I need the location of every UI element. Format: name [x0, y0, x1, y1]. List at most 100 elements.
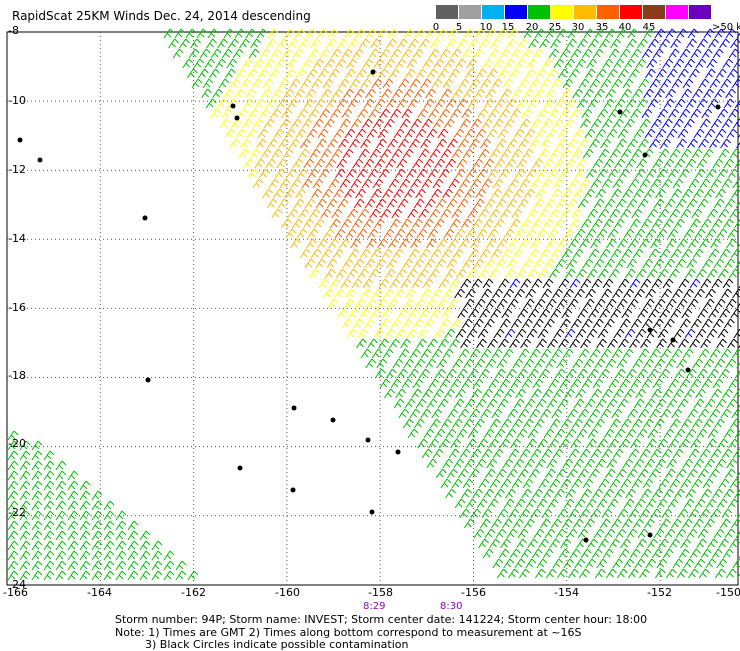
wind-barb — [44, 471, 54, 480]
wind-barb — [425, 199, 435, 208]
wind-barb — [491, 249, 501, 258]
wind-barb — [56, 461, 66, 470]
wind-barb — [537, 339, 547, 348]
wind-barb — [561, 419, 571, 428]
wind-barb — [318, 69, 328, 78]
wind-barb — [640, 119, 650, 128]
wind-barb — [601, 349, 611, 358]
wind-barb — [620, 49, 630, 58]
wind-barb — [633, 249, 643, 258]
wind-barb — [694, 189, 704, 198]
wind-barb — [684, 559, 694, 568]
wind-barb — [506, 99, 516, 108]
wind-barb — [599, 369, 609, 378]
wind-barb — [431, 39, 441, 48]
wind-barb — [377, 29, 387, 38]
wind-barb — [693, 519, 703, 528]
wind-barb — [491, 39, 501, 48]
wind-barb — [327, 39, 337, 48]
wind-barb — [722, 289, 732, 298]
wind-barb — [658, 439, 668, 448]
wind-barb — [587, 59, 597, 68]
wind-barb — [224, 89, 234, 98]
wind-barb — [580, 239, 590, 248]
wind-barb — [440, 379, 450, 388]
wind-barb — [557, 29, 567, 38]
wind-barb — [485, 199, 495, 208]
wind-barb — [544, 319, 554, 328]
wind-barb — [433, 179, 443, 188]
wind-barb — [629, 179, 639, 188]
wind-barb — [543, 59, 553, 68]
wind-barb — [494, 329, 504, 338]
wind-barb — [588, 369, 598, 378]
wind-barb — [402, 49, 412, 58]
wind-barb — [540, 249, 550, 258]
wind-barb — [209, 69, 219, 78]
wind-barb — [592, 549, 602, 558]
wind-barb — [687, 259, 697, 268]
wind-barb — [494, 59, 504, 68]
wind-barb — [476, 189, 486, 198]
wind-barb — [668, 169, 678, 178]
wind-barb — [597, 229, 607, 238]
wind-barb — [632, 209, 642, 218]
wind-barb — [675, 489, 685, 498]
wind-barb — [366, 29, 376, 38]
wind-barb — [625, 269, 635, 278]
wind-barb — [715, 89, 725, 98]
wind-barb — [449, 69, 459, 78]
wind-barb — [719, 539, 729, 548]
wind-barb — [189, 49, 199, 58]
wind-barb — [448, 299, 458, 308]
wind-barb — [574, 189, 584, 198]
wind-barb — [623, 189, 633, 198]
wind-barb — [440, 439, 450, 448]
wind-barb — [714, 259, 724, 268]
wind-barb — [20, 551, 30, 560]
wind-barb — [709, 39, 719, 48]
wind-barb — [460, 449, 470, 458]
wind-barb — [681, 209, 691, 218]
wind-barb — [519, 139, 529, 148]
wind-barb — [414, 259, 424, 268]
wind-barb — [545, 259, 555, 268]
wind-barb — [456, 59, 466, 68]
wind-barb — [695, 499, 705, 508]
wind-barb — [504, 559, 514, 568]
wind-barb — [484, 99, 494, 108]
wind-barb — [731, 519, 740, 528]
wind-barb — [516, 269, 526, 278]
wind-barb — [705, 69, 715, 78]
wind-barb — [579, 139, 589, 148]
wind-barb — [574, 129, 584, 138]
wind-barb — [303, 219, 313, 228]
wind-barb — [423, 389, 433, 398]
wind-barb — [32, 571, 42, 580]
wind-barb — [369, 49, 379, 58]
wind-barb — [728, 169, 738, 178]
wind-barb — [618, 399, 628, 408]
wind-barb — [44, 481, 54, 490]
wind-barb — [497, 569, 507, 578]
wind-barb — [730, 419, 740, 428]
wind-barb — [591, 119, 601, 128]
wind-barb — [384, 289, 394, 298]
wind-barb — [714, 529, 724, 538]
wind-barb — [579, 409, 589, 418]
wind-barb — [631, 379, 641, 388]
wind-barb — [468, 99, 478, 108]
wind-barb — [495, 429, 505, 438]
wind-barb — [493, 289, 503, 298]
wind-barb — [507, 39, 517, 48]
wind-barb — [567, 469, 577, 478]
wind-barb — [649, 309, 659, 318]
wind-barb — [629, 69, 639, 78]
wind-barb — [349, 309, 359, 318]
wind-barb — [641, 279, 651, 288]
wind-barb — [658, 329, 668, 338]
wind-barb — [552, 79, 562, 88]
wind-barb — [80, 541, 90, 550]
wind-barb — [495, 159, 505, 168]
wind-barb — [649, 39, 659, 48]
